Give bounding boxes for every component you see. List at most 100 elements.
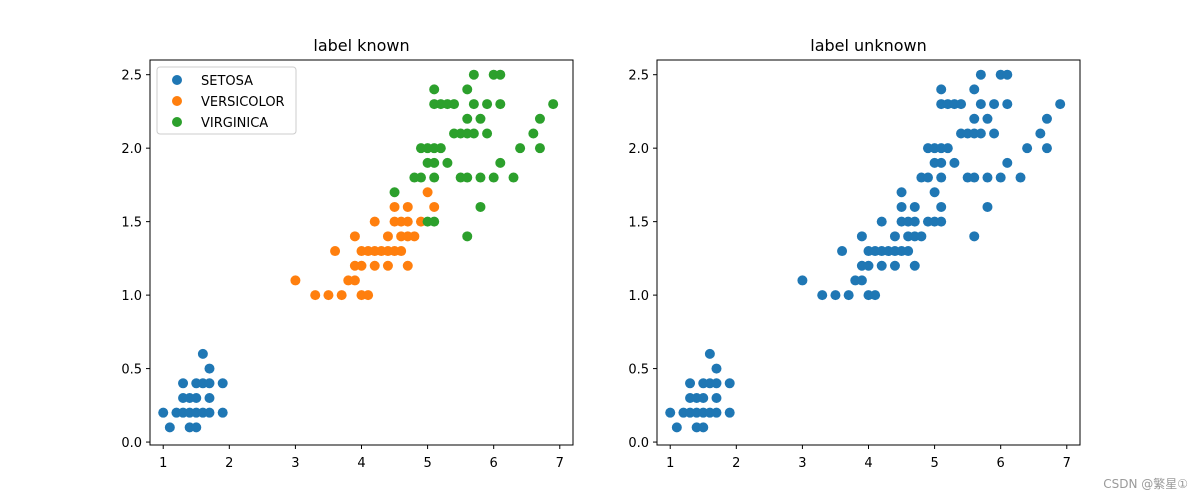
data-point (204, 392, 215, 403)
data-point (711, 378, 722, 389)
x-tick-label: 7 (556, 456, 564, 471)
data-point (468, 69, 479, 80)
data-point (896, 187, 907, 198)
data-point (475, 113, 486, 124)
data-point (863, 260, 874, 271)
data-point (922, 172, 933, 183)
data-point (462, 84, 473, 95)
legend-marker (172, 75, 182, 85)
data-point (896, 201, 907, 212)
data-point (942, 143, 953, 154)
y-tick-label: 0.0 (121, 436, 142, 451)
y-tick-label: 0.0 (628, 436, 649, 451)
data-point (191, 392, 202, 403)
data-point (1015, 172, 1026, 183)
y-tick-label: 1.0 (628, 289, 649, 304)
data-point (1002, 99, 1013, 110)
x-tick-label: 2 (225, 456, 233, 471)
data-point (989, 128, 1000, 139)
data-point (197, 348, 208, 359)
data-point (724, 378, 735, 389)
data-point (429, 172, 440, 183)
data-point (889, 231, 900, 242)
y-tick-label: 2.5 (121, 69, 142, 84)
x-tick-label: 5 (423, 456, 431, 471)
data-point (178, 378, 189, 389)
y-tick-label: 2.5 (628, 69, 649, 84)
data-point (409, 231, 420, 242)
data-point (534, 113, 545, 124)
data-point (936, 157, 947, 168)
data-point (217, 378, 228, 389)
data-point (1002, 69, 1013, 80)
data-point (1055, 99, 1066, 110)
data-point (462, 231, 473, 242)
data-point (442, 157, 453, 168)
data-point (982, 201, 993, 212)
data-point (462, 113, 473, 124)
data-point (936, 216, 947, 227)
series-all-samples (665, 69, 1066, 433)
data-point (429, 84, 440, 95)
data-point (548, 99, 559, 110)
legend-label: SETOSA (201, 74, 253, 89)
x-tick-label: 7 (1063, 456, 1071, 471)
data-point (711, 392, 722, 403)
data-point (909, 201, 920, 212)
data-point (1002, 157, 1013, 168)
legend-box (156, 66, 297, 135)
data-point (704, 348, 715, 359)
data-point (969, 172, 980, 183)
data-point (290, 275, 301, 286)
data-point (975, 128, 986, 139)
data-point (1022, 143, 1033, 154)
data-point (402, 201, 413, 212)
data-point (363, 290, 374, 301)
data-point (508, 172, 519, 183)
data-point (856, 231, 867, 242)
data-point (462, 172, 473, 183)
series-versicolor (290, 187, 440, 301)
data-point (495, 99, 506, 110)
y-tick-label: 1.5 (121, 216, 142, 231)
data-point (982, 172, 993, 183)
data-point (989, 99, 1000, 110)
y-tick-label: 2.0 (121, 142, 142, 157)
data-point (488, 172, 499, 183)
data-point (724, 407, 735, 418)
data-point (1041, 143, 1052, 154)
chart-title: label unknown (810, 36, 926, 55)
x-tick-label: 6 (997, 456, 1005, 471)
data-point (903, 246, 914, 257)
subplot-2: label unknown 1 2 3 4 5 6 7 0.0 0.5 1.0 1.5 2.0 2.5 (628, 36, 1081, 471)
data-point (475, 201, 486, 212)
data-point (982, 113, 993, 124)
data-point (685, 378, 696, 389)
data-point (936, 201, 947, 212)
data-point (665, 407, 676, 418)
legend: SETOSA VERSICOLOR VIRGINICA (156, 66, 297, 135)
y-tick-label: 1.5 (628, 216, 649, 231)
data-point (671, 422, 682, 433)
series-setosa (158, 348, 228, 433)
data-point (711, 407, 722, 418)
data-point (435, 143, 446, 154)
x-tick-label: 1 (666, 456, 674, 471)
data-point (534, 143, 545, 154)
legend-marker (172, 96, 182, 106)
x-tick-label: 5 (930, 456, 938, 471)
data-point (495, 69, 506, 80)
data-point (468, 128, 479, 139)
data-point (876, 216, 887, 227)
data-point (323, 290, 334, 301)
data-point (482, 128, 493, 139)
data-point (396, 246, 407, 257)
x-tick-label: 4 (357, 456, 365, 471)
data-point (336, 290, 347, 301)
data-point (698, 422, 709, 433)
data-point (356, 260, 367, 271)
data-point (422, 187, 433, 198)
data-point (949, 157, 960, 168)
data-point (995, 172, 1006, 183)
